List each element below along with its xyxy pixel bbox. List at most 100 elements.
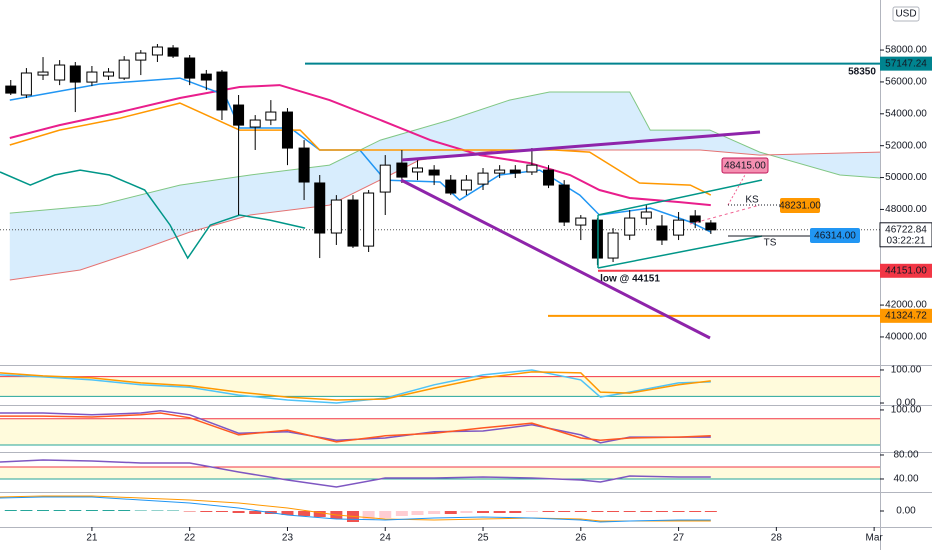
histogram-bar [215,511,228,512]
candle-body [477,172,489,185]
candle-body [445,179,457,194]
histogram-bar [477,511,490,513]
histogram-bar [460,511,473,513]
drawings [400,130,810,340]
histogram-bar [69,510,82,511]
candle-body [233,104,245,126]
y-tick-label: 48000.00 [885,204,927,215]
currency-label: USD [895,9,916,20]
value-box [780,198,820,213]
histogram-bar [200,511,213,512]
candle-body [5,85,17,94]
candle-body [689,215,701,223]
y-tick-label: 40.00 [893,474,918,485]
histogram-bar [672,511,685,512]
candle-body [135,52,147,61]
histogram-bar [232,511,245,513]
annotation: KS [745,195,759,206]
indicator-line [9,102,712,196]
candle-body [379,164,391,193]
indicator-line [0,169,306,260]
candle-body [624,217,636,236]
oscillator-line [0,412,711,443]
x-tick-label: 24 [380,533,392,544]
histogram-bar [85,510,98,511]
triangle-line [597,235,763,269]
candle-body [20,72,32,96]
histogram-bar [623,511,636,512]
value-box-label: 48231.00 [779,201,821,212]
candle-body [184,57,196,79]
histogram-bar [689,511,702,512]
candle-body [656,225,668,241]
candle-body [103,71,115,77]
y-tick-label: 58000.00 [885,45,927,56]
candle-body [167,47,179,57]
y-tick-label: 56000.00 [885,77,927,88]
candle-body [558,184,570,223]
histogram-bar [134,510,147,511]
x-tick-label: 22 [184,533,196,544]
histogram-bar [379,511,392,518]
price-tag-label: 41324.72 [885,310,927,321]
candle-body [575,217,587,226]
candle-body [705,222,717,231]
histogram-bar [20,510,33,511]
histogram-bar [574,511,587,512]
y-tick-label: 54000.00 [885,108,927,119]
price-tag [880,56,932,71]
triangle-line [597,179,763,216]
candle-body [460,179,472,191]
histogram-bar [53,510,66,511]
candle-body [363,192,375,247]
annotation: 58350 [848,67,876,78]
candle-body [86,71,98,83]
histogram-bar [411,511,424,515]
candle-body [543,169,555,186]
y-tick-label: 100.00 [891,365,922,376]
x-tick-label: 28 [771,533,783,544]
x-tick-label: Mar [866,533,884,544]
y-tick-label: 100.00 [891,405,922,416]
histogram-bar [428,511,441,514]
histogram-bar [298,511,311,516]
histogram-bar [509,511,522,513]
histogram-bar [655,511,668,512]
price-tag-label: 57147.24 [885,58,927,69]
price-tag [880,308,932,323]
trendline [401,130,761,162]
candle-body [347,199,359,247]
histogram-bar [444,511,457,514]
y-tick-label: 0.00 [896,506,916,517]
candle-body [509,169,521,174]
histogram-bar [591,511,604,512]
histogram-bar [493,511,506,513]
candle-body [118,59,130,79]
x-tick-label: 21 [86,533,98,544]
countdown: 03:22:21 [887,235,926,246]
histogram-bar [281,511,294,515]
oscillator-line [0,369,711,404]
histogram-bar [118,510,131,511]
currency-box [892,6,920,22]
trendline [400,178,711,340]
macd-line [0,495,711,522]
y-tick-label: 52000.00 [885,140,927,151]
histogram-bar [395,511,408,516]
candle-body [37,71,49,76]
candle-body [69,65,81,83]
histogram-bar [607,511,620,512]
value-box [721,157,769,174]
histogram-bar [525,511,538,512]
histogram-bar [640,511,653,512]
histogram-bar [542,511,555,512]
current-price-tag [879,222,932,248]
indicator-line [9,84,711,207]
x-tick-label: 27 [673,533,685,544]
candle-body [494,169,506,174]
candle-body [640,211,652,219]
histogram-bar [4,510,17,511]
